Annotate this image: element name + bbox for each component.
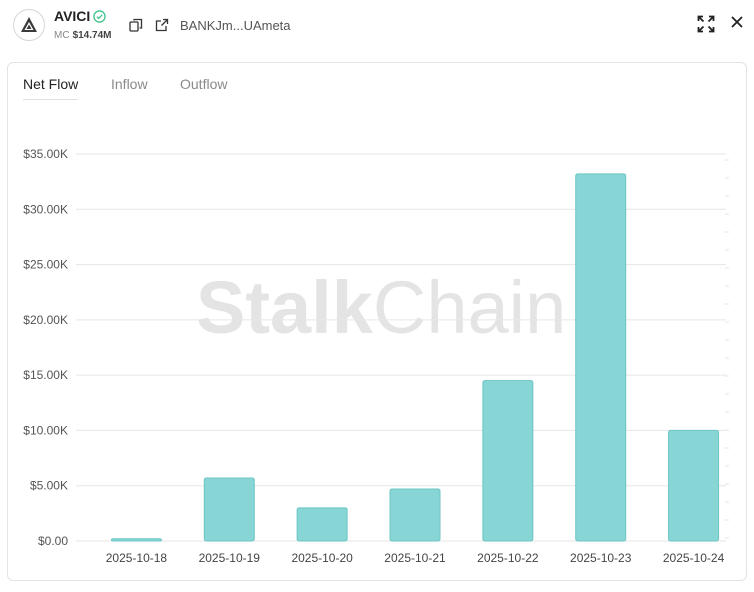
bar (482, 380, 534, 542)
x-tick-label: 2025-10-21 (384, 551, 446, 565)
flow-tabs: Net Flow Inflow Outflow (8, 63, 746, 103)
tab-inflow[interactable]: Inflow (111, 76, 148, 92)
mc-value: $14.74M (72, 30, 112, 41)
x-tick-label: 2025-10-18 (106, 551, 168, 565)
net-flow-card: Net Flow Inflow Outflow StalkChain $0.00 $… (7, 62, 747, 581)
y-tick-label: $20.00K (23, 313, 68, 327)
copy-icon[interactable] (129, 18, 143, 32)
bar (575, 173, 627, 542)
bar (668, 429, 720, 542)
x-tick-label: 2025-10-23 (570, 551, 632, 565)
market-cap: MC $14.74M (54, 30, 111, 41)
watermark-bold: Stalk (196, 266, 374, 349)
token-name: AVICI (54, 8, 91, 24)
tab-outflow[interactable]: Outflow (180, 76, 228, 92)
bar (110, 538, 162, 542)
x-tick-label: 2025-10-24 (663, 551, 725, 565)
x-tick-label: 2025-10-22 (477, 551, 539, 565)
verified-icon (93, 10, 106, 23)
bar (203, 477, 255, 542)
watermark: StalkChain (196, 266, 566, 349)
bar (389, 488, 441, 542)
tab-net-flow[interactable]: Net Flow (23, 76, 79, 100)
net-flow-chart: StalkChain $0.00 $5.00K $10.00K $15.00K $20.0… (23, 147, 729, 565)
y-tick-label: $5.00K (30, 479, 68, 493)
watermark-light: Chain (373, 266, 566, 349)
token-logo-icon (13, 9, 45, 41)
close-icon[interactable] (730, 15, 744, 29)
y-tick-label: $35.00K (23, 147, 68, 161)
expand-icon[interactable] (697, 15, 715, 33)
mc-label: MC (54, 30, 70, 41)
y-tick-label: $0.00 (38, 534, 68, 548)
contract-address[interactable]: BANKJm...UAmeta (180, 18, 291, 33)
external-link-icon[interactable] (155, 18, 169, 32)
y-tick-label: $25.00K (23, 258, 68, 272)
token-header: AVICI MC $14.74M BANKJm...UAmeta (0, 0, 754, 56)
y-tick-label: $10.00K (23, 423, 68, 437)
x-tick-label: 2025-10-19 (199, 551, 261, 565)
x-tick-label: 2025-10-20 (291, 551, 353, 565)
y-tick-label: $30.00K (23, 202, 68, 216)
y-tick-label: $15.00K (23, 368, 68, 382)
bar (296, 507, 348, 542)
